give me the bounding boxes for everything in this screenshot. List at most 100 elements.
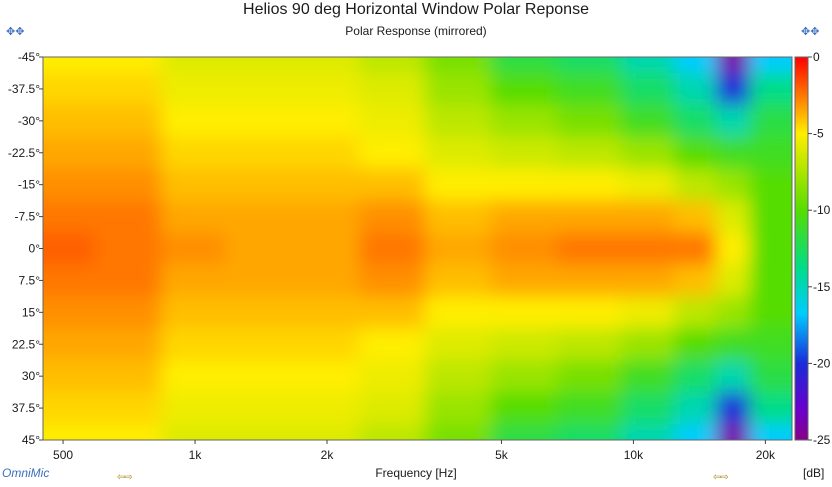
heatmap-cell [425,328,492,361]
x-tick-label: 10k [624,448,644,462]
heatmap-cell [293,328,360,361]
colorbar [794,56,809,441]
heatmap-cell [425,360,492,393]
scroll-arrows-left-icon[interactable]: ⇦⇨ [117,472,133,483]
heatmap-cell [227,264,294,298]
move-icon[interactable]: ✥ [6,26,16,38]
heatmap-cell [621,73,676,106]
y-tick-label: -37.5° [8,82,40,96]
heatmap-cell [293,136,360,170]
heatmap-cell [621,360,676,393]
heatmap-cell [674,104,717,138]
chart-subtitle: Polar Response (mirrored) [345,24,487,38]
heatmap-cell [749,168,792,202]
heatmap-cell [557,360,623,393]
heatmap-cell [43,424,96,440]
heatmap-cell [227,200,294,234]
y-tick-label: 0° [29,242,41,256]
move-icon[interactable]: ✥ [15,26,25,38]
y-tick-label: 37.5° [12,401,40,415]
heatmap-cell [716,73,751,106]
heatmap-cell [716,296,751,330]
heatmap-cell [425,136,492,170]
heatmap-cell [674,328,717,361]
y-tick-label: 15° [22,305,40,319]
heatmap-cell [161,392,228,425]
heatmap-cell [359,200,426,234]
heatmap-cell [716,104,751,138]
heatmap-cell [425,264,492,298]
heatmap-cell [227,392,294,425]
zoom-controls-left[interactable]: ✥✥ [6,26,24,38]
heatmap-cell [95,57,162,74]
heatmap-cell [491,104,558,138]
y-tick-label: -30° [18,114,40,128]
heatmap-cell [95,168,162,202]
colorbar-tick-label: -25 [813,433,831,447]
heatmap-cell [749,104,792,138]
heatmap-cell [95,200,162,234]
zoom-controls-right[interactable]: ✥✥ [801,26,819,38]
heatmap-cell [674,168,717,202]
heatmap-cell [95,296,162,330]
heatmap-cell [293,104,360,138]
heatmap-cell [674,200,717,234]
heatmap-cell [293,232,360,266]
heatmap-cell [425,232,492,266]
heatmap-cell [557,57,623,74]
heatmap-cell [161,200,228,234]
heatmap-cell [491,328,558,361]
heatmap-cell [161,232,228,266]
heatmap-cell [359,424,426,440]
move-icon[interactable]: ✥ [801,26,811,38]
y-tick-label: -15° [18,178,40,192]
heatmap-cell [749,392,792,425]
heatmap-cell [359,360,426,393]
heatmap-cell [491,168,558,202]
heatmap-cell [491,57,558,74]
heatmap-cell [95,73,162,106]
heatmap-cell [621,200,676,234]
heatmap-cell [43,264,96,298]
heatmap-cell [227,424,294,440]
heatmap-cell [716,57,751,74]
heatmap-cell [293,360,360,393]
heatmap-cell [749,232,792,266]
colorbar-tick-label: -5 [813,127,824,141]
x-axis-label: Frequency [Hz] [375,466,457,480]
heatmap-cell [359,232,426,266]
heatmap-cell [425,392,492,425]
move-icon[interactable]: ✥ [810,26,820,38]
heatmap-cell [293,57,360,74]
heatmap-cell [359,168,426,202]
heatmap-cell [95,424,162,440]
x-tick-label: 2k [321,448,335,462]
colorbar-tick-label: -10 [813,203,831,217]
heatmap-cell [293,168,360,202]
heatmap-cell [557,296,623,330]
heatmap-cell [674,296,717,330]
heatmap-cell [557,168,623,202]
heatmap-cell [359,104,426,138]
colorbar-tick-label: -15 [813,280,831,294]
heatmap-cell [227,296,294,330]
heatmap-cell [43,168,96,202]
heatmap-cell [557,136,623,170]
heatmap-cell [161,168,228,202]
heatmap-cell [95,360,162,393]
heatmap-cell [621,264,676,298]
heatmap-cell [293,200,360,234]
heatmap-cell [293,424,360,440]
heatmap-cell [621,424,676,440]
heatmap-cell [491,136,558,170]
heatmap-cell [359,264,426,298]
heatmap-cell [161,104,228,138]
heatmap-cell [161,264,228,298]
heatmap-cell [425,57,492,74]
heatmap-cell [227,168,294,202]
y-tick-label: -22.5° [8,146,40,160]
scroll-arrows-right-icon[interactable]: ⇦⇨ [713,472,729,483]
heatmap-cell [716,136,751,170]
heatmap-cell [557,232,623,266]
heatmap-cell [621,168,676,202]
